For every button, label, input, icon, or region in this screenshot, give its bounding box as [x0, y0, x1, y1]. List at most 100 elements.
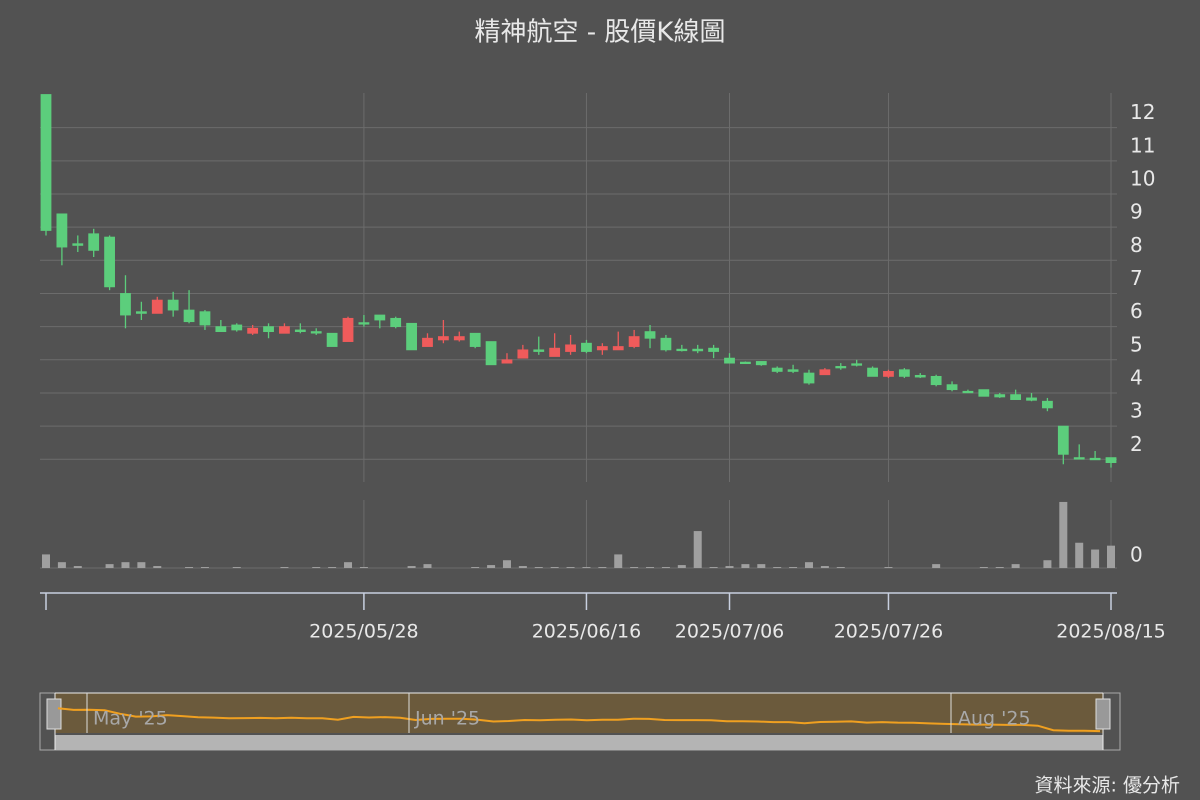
- candle-body: [581, 342, 592, 352]
- volume-bar: [661, 567, 670, 568]
- candle-body: [453, 336, 465, 341]
- candle-body: [40, 94, 52, 231]
- volume-bar: [725, 566, 734, 568]
- volume-bar: [773, 567, 782, 568]
- volume-bar: [359, 567, 368, 568]
- x-tick-label: 2025/08/15: [1056, 621, 1166, 643]
- volume-bar: [312, 567, 321, 568]
- volume-bar: [789, 567, 798, 568]
- candle-body: [104, 236, 115, 288]
- volume-bar: [1091, 549, 1100, 568]
- candle-body: [437, 336, 449, 341]
- candle-body: [72, 243, 84, 246]
- candle-body: [310, 331, 322, 334]
- volume-bar: [820, 566, 829, 568]
- candle-body: [1057, 425, 1069, 455]
- volume-bar: [42, 554, 50, 568]
- candle-body: [803, 372, 815, 384]
- candle-body: [199, 311, 211, 326]
- candle-body: [819, 369, 831, 376]
- rangeslider-handle[interactable]: [1095, 698, 1111, 730]
- y-tick-label: 10: [1130, 166, 1155, 190]
- y-tick-label: 2: [1130, 432, 1143, 456]
- candle-body: [279, 326, 290, 334]
- candle-body: [771, 367, 783, 372]
- candle-body: [263, 326, 274, 333]
- candle-body: [628, 336, 640, 347]
- volume-bar: [630, 567, 639, 568]
- candle-body: [135, 311, 147, 314]
- volume-bar: [1059, 501, 1068, 568]
- volume-bar: [757, 564, 766, 568]
- candle-body: [1010, 394, 1022, 400]
- volume-bar: [582, 567, 591, 568]
- y-tick-label: 5: [1130, 332, 1143, 356]
- volume-bar: [280, 567, 289, 568]
- candle-body: [231, 324, 243, 331]
- volume-bar: [407, 566, 416, 568]
- volume-tick-label: 0: [1130, 543, 1143, 567]
- volume-bar: [693, 531, 702, 568]
- volume-bar: [137, 562, 146, 568]
- volume-bar: [550, 567, 559, 568]
- x-tick-label: 2025/07/26: [834, 621, 944, 643]
- volume-bar: [804, 562, 813, 568]
- y-tick-label: 6: [1130, 299, 1143, 323]
- y-tick-label: 12: [1130, 100, 1155, 124]
- candle-body: [517, 349, 529, 359]
- candle-body: [358, 322, 370, 325]
- candle-body: [406, 322, 417, 351]
- volume-bar: [344, 562, 353, 568]
- volume-bar: [677, 565, 686, 568]
- volume-bar: [741, 564, 750, 568]
- volume-bar: [232, 567, 241, 568]
- rangeslider-window[interactable]: [55, 693, 1103, 733]
- volume-bar: [471, 567, 480, 568]
- volume-bar: [1043, 560, 1052, 568]
- candle-body: [167, 299, 179, 311]
- candle-body: [644, 331, 656, 339]
- y-tick-label: 8: [1130, 233, 1143, 257]
- candle-body: [390, 317, 402, 328]
- candle-body: [883, 371, 894, 377]
- rangeslider-handle[interactable]: [46, 698, 62, 730]
- volume-bar: [836, 567, 845, 568]
- candle-body: [533, 349, 545, 352]
- candle-body: [1042, 400, 1053, 409]
- y-tick-label: 4: [1130, 365, 1143, 389]
- volume-bar: [153, 566, 162, 568]
- x-tick-label: 2025/07/06: [675, 621, 785, 643]
- rangeslider-label: Jun '25: [414, 708, 480, 730]
- candle-body: [930, 375, 942, 386]
- volume-bar: [200, 567, 209, 568]
- volume-bar: [487, 565, 496, 568]
- rangeslider-scrollbar[interactable]: [55, 735, 1103, 750]
- volume-bar: [932, 564, 941, 568]
- candle-body: [485, 341, 497, 366]
- volume-bar: [614, 554, 623, 568]
- volume-bar: [566, 567, 575, 568]
- candle-body: [692, 348, 704, 352]
- candle-body: [501, 359, 513, 364]
- candle-body: [469, 332, 481, 347]
- candle-body: [676, 348, 688, 352]
- rangeslider-line: [57, 707, 1101, 733]
- volume-bar: [1011, 564, 1020, 568]
- candle-body: [88, 233, 100, 251]
- candle-body: [835, 366, 847, 369]
- candle-body: [1026, 397, 1037, 401]
- volume-bar: [1075, 542, 1084, 568]
- y-tick-label: 3: [1130, 399, 1143, 423]
- chart-title: 精神航空 - 股價K線圖: [475, 18, 726, 48]
- candle-body: [755, 361, 767, 366]
- candle-body: [151, 299, 163, 314]
- candle-body: [1089, 457, 1101, 461]
- candle-body: [724, 357, 735, 364]
- candle-body: [565, 344, 576, 352]
- rangeslider-label: May '25: [93, 708, 168, 730]
- volume-bar: [534, 567, 543, 568]
- volume-bar: [518, 566, 527, 568]
- candle-body: [962, 390, 974, 394]
- volume-bar: [105, 564, 114, 568]
